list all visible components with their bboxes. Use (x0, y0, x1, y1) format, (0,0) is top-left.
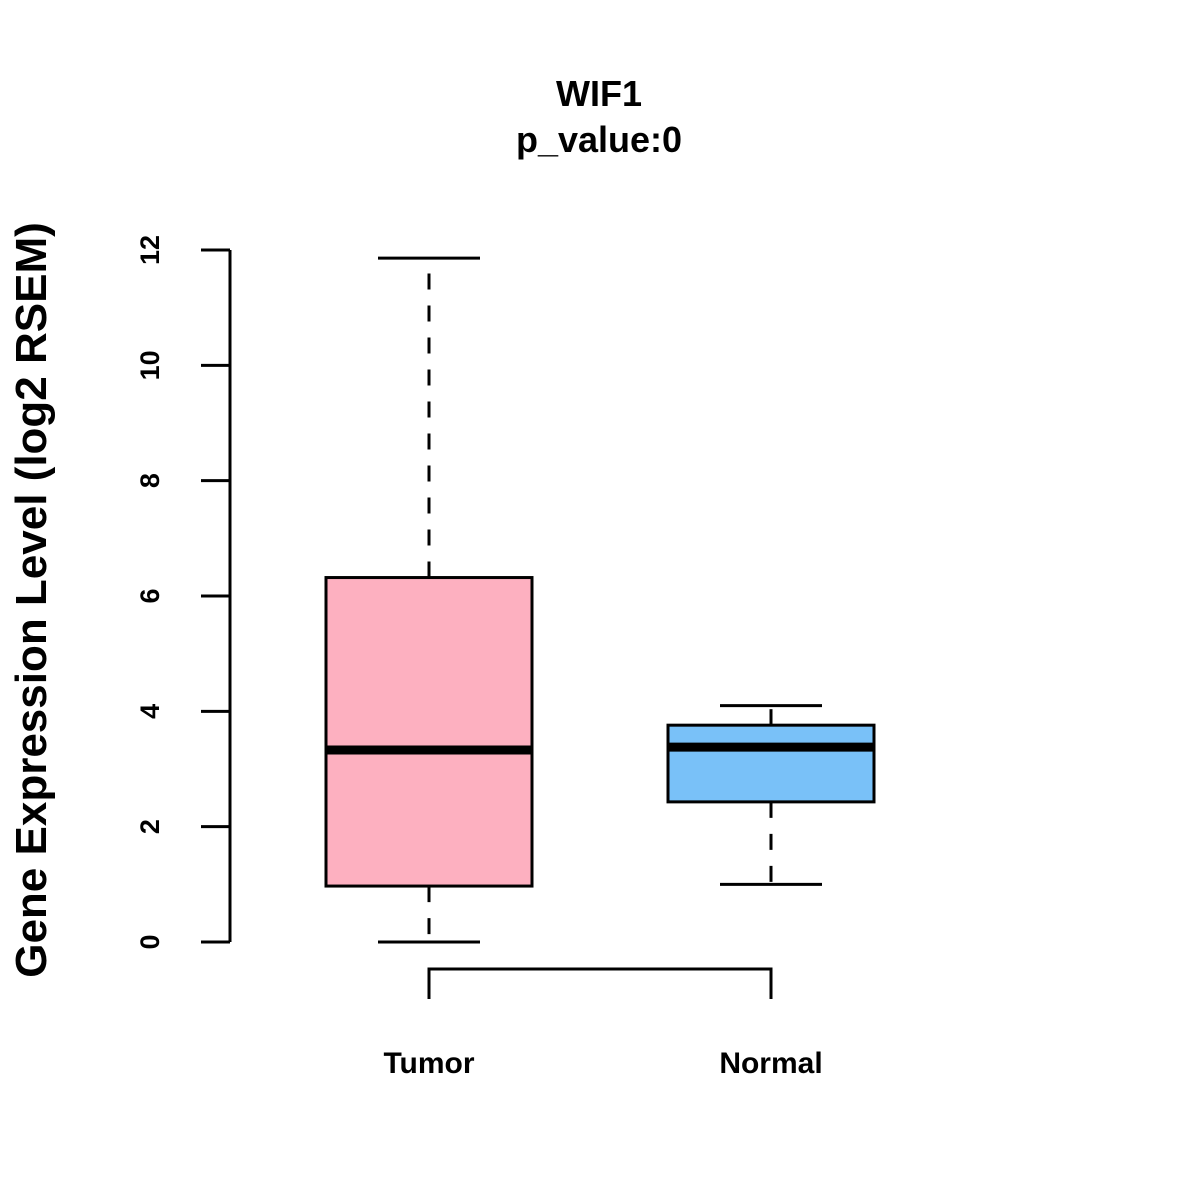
box-tumor (324, 256, 534, 944)
category-label-normal: Normal (719, 1047, 822, 1080)
y-tick-label-8: 8 (135, 473, 165, 488)
iqr-box-tumor (324, 576, 534, 888)
y-axis: 0 2 4 6 8 10 12 (135, 235, 232, 950)
category-labels: Tumor Normal (383, 1047, 822, 1080)
y-tick-label-2: 2 (135, 819, 165, 834)
category-label-tumor: Tumor (383, 1047, 474, 1080)
boxes (324, 256, 876, 944)
chart-subtitle: p_value:0 (516, 119, 682, 160)
y-tick-label-0: 0 (135, 934, 165, 949)
comparison-bracket (427, 967, 773, 999)
y-tick-label-6: 6 (135, 588, 165, 603)
bracket-path (427, 967, 773, 999)
y-axis-label: Gene Expression Level (log2 RSEM) (7, 222, 56, 978)
iqr-box-normal (666, 723, 876, 804)
y-tick-label-12: 12 (135, 235, 165, 265)
y-tick-label-4: 4 (135, 704, 165, 719)
y-tick-label-10: 10 (135, 350, 165, 380)
box-normal (666, 704, 876, 886)
chart-title: WIF1 (556, 73, 642, 114)
